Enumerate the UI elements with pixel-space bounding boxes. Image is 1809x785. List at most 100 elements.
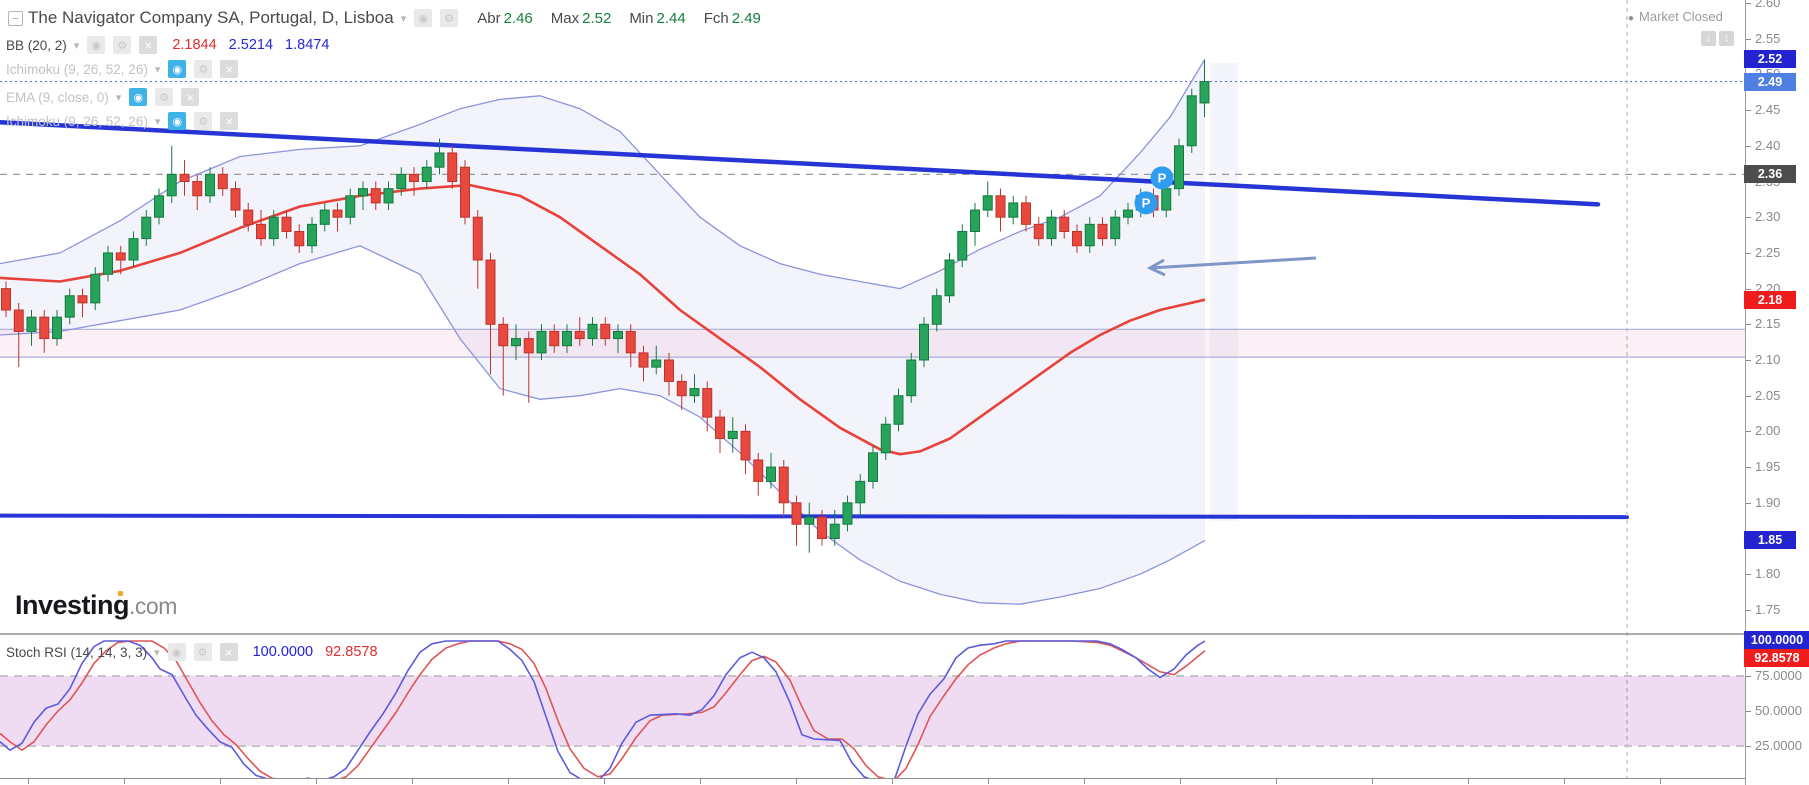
- ohlc-item: Fch 2.49: [703, 9, 761, 27]
- rsi-tick-label: 25.0000: [1755, 738, 1802, 753]
- candle-body: [829, 523, 840, 539]
- candle-body: [39, 316, 50, 340]
- candle-body: [842, 502, 853, 525]
- eye-icon[interactable]: ◉: [167, 643, 186, 661]
- axis-tick: [1746, 574, 1751, 576]
- candle-body: [460, 166, 470, 218]
- candle-body: [1033, 223, 1044, 240]
- scroll-down-icon[interactable]: ↓: [1701, 31, 1716, 46]
- candle-body: [1084, 223, 1095, 247]
- candle-body: [1123, 209, 1133, 218]
- close-icon[interactable]: ×: [220, 112, 239, 130]
- candle-body: [77, 295, 88, 304]
- bollinger-lower: [0, 245, 1206, 605]
- candle-body: [613, 330, 623, 340]
- close-icon[interactable]: ×: [181, 88, 200, 106]
- candle-body: [370, 188, 381, 204]
- candle-body: [434, 152, 445, 168]
- trendline-1[interactable]: [0, 119, 1601, 207]
- candle-body: [1046, 216, 1057, 240]
- gear-icon[interactable]: ⚙: [194, 60, 213, 78]
- arrow-annotation[interactable]: [1149, 256, 1317, 270]
- candle-body: [804, 516, 815, 525]
- ohlc-item: Max 2.52: [550, 9, 612, 27]
- indicator-label[interactable]: BB (20, 2): [6, 37, 67, 53]
- close-icon[interactable]: ×: [139, 36, 158, 54]
- indicator-label[interactable]: EMA (9, close, 0): [6, 89, 109, 105]
- indicator-value: 100.0000: [252, 644, 314, 660]
- time-tick: [220, 779, 221, 784]
- price-axis[interactable]: 2.602.552.502.452.402.352.302.252.202.15…: [1744, 0, 1809, 785]
- candle-body: [1110, 216, 1121, 240]
- gear-icon[interactable]: ⚙: [155, 88, 174, 106]
- candle-body: [753, 459, 764, 482]
- eye-icon[interactable]: ◉: [168, 112, 187, 130]
- close-icon[interactable]: ×: [219, 643, 238, 661]
- price-tick-label: 1.90: [1755, 494, 1781, 510]
- rsi-badge: 92.8578: [1744, 649, 1809, 667]
- candle-body: [893, 395, 904, 425]
- candle-body: [727, 430, 738, 440]
- candle-body: [396, 173, 407, 190]
- indicator-row: BB (20, 2) ▾ ◉ ⚙ × 2.1844 2.5214 1.8474: [6, 36, 329, 54]
- indicator-label[interactable]: Ichimoku (9, 26, 52, 26): [6, 113, 148, 129]
- gear-icon[interactable]: ⚙: [113, 36, 132, 54]
- indicator-label[interactable]: Stoch RSI (14, 14, 3, 3): [6, 644, 148, 660]
- gear-icon[interactable]: ⚙: [193, 643, 212, 661]
- logo-main: Investing: [15, 590, 130, 620]
- candle-body: [166, 173, 177, 197]
- ichimoku-cloud: [1210, 63, 1238, 521]
- chevron-down-icon[interactable]: ▾: [115, 91, 122, 104]
- position-marker[interactable]: P: [1134, 191, 1158, 215]
- candle-body: [600, 323, 611, 340]
- time-tick: [1564, 779, 1565, 784]
- candle-body: [944, 259, 955, 297]
- candle-body: [485, 259, 496, 325]
- price-tick-label: 2.10: [1755, 352, 1781, 367]
- indicator-row: Ichimoku (9, 26, 52, 26) ▾ ◉ ⚙ ×: [6, 112, 253, 130]
- candle-body: [651, 359, 662, 368]
- candle-body: [115, 252, 126, 261]
- candle-body: [817, 516, 827, 540]
- candle-body: [345, 195, 356, 218]
- price-tick-label: 2.15: [1755, 316, 1781, 332]
- price-tick-label: 1.95: [1755, 459, 1781, 475]
- chevron-down-icon[interactable]: ▾: [400, 12, 407, 25]
- candle-body: [1097, 223, 1108, 240]
- time-tick: [892, 779, 893, 784]
- trendline-2[interactable]: [0, 513, 1629, 520]
- eye-icon[interactable]: ◉: [87, 36, 106, 54]
- svg-text:P: P: [1158, 170, 1167, 185]
- axis-tick: [1746, 217, 1751, 219]
- eye-icon[interactable]: ◉: [168, 60, 187, 78]
- support-zone[interactable]: [0, 329, 1745, 358]
- collapse-icon[interactable]: –: [8, 10, 23, 26]
- chevron-down-icon[interactable]: ▾: [154, 646, 160, 659]
- chevron-down-icon[interactable]: ▾: [154, 63, 161, 76]
- chevron-down-icon[interactable]: ▾: [73, 39, 80, 52]
- chevron-down-icon[interactable]: ▾: [154, 115, 161, 128]
- stoch-rsi-pane[interactable]: [0, 640, 1745, 781]
- price-badge: 2.49: [1744, 72, 1796, 91]
- price-tick-label: 2.40: [1755, 137, 1781, 153]
- time-tick: [796, 779, 797, 784]
- price-badge: 2.36: [1744, 165, 1796, 184]
- gear-icon[interactable]: ⚙: [440, 9, 459, 27]
- indicator-label[interactable]: Ichimoku (9, 26, 52, 26): [6, 61, 148, 77]
- time-axis[interactable]: [0, 778, 1745, 785]
- gear-icon[interactable]: ⚙: [194, 112, 213, 130]
- eye-icon[interactable]: ◉: [414, 9, 433, 27]
- symbol-title[interactable]: The Navigator Company SA, Portugal, D, L…: [28, 8, 394, 27]
- price-tick-label: 1.80: [1755, 566, 1781, 582]
- chart-canvas[interactable]: PP: [0, 0, 1745, 785]
- auto-scale-icon[interactable]: ↕: [1719, 31, 1734, 46]
- eye-icon[interactable]: ◉: [129, 88, 148, 106]
- position-marker[interactable]: P: [1150, 166, 1174, 190]
- logo-suffix: .com: [129, 593, 177, 619]
- indicator-value: 2.5214: [228, 37, 274, 53]
- ohlc-readout: Abr 2.46 Max 2.52 Min 2.44 Fch 2.49: [477, 10, 761, 27]
- svg-text:P: P: [1142, 195, 1151, 210]
- time-tick: [508, 779, 509, 784]
- candle-body: [574, 330, 585, 340]
- close-icon[interactable]: ×: [220, 60, 239, 78]
